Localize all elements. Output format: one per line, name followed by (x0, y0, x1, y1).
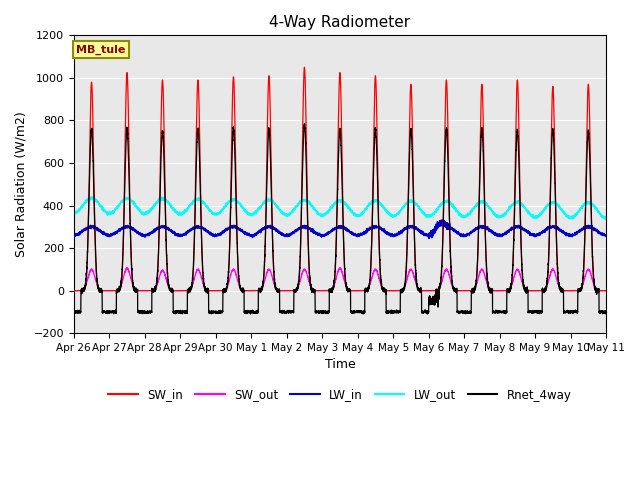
LW_out (602, 216, 609, 222)
SW_in (70, 288, 77, 294)
LW_out (89, 194, 97, 200)
Title: 4-Way Radiometer: 4-Way Radiometer (269, 15, 410, 30)
LW_out (602, 215, 610, 220)
LW_out (580, 201, 588, 207)
Y-axis label: Solar Radiation (W/m2): Solar Radiation (W/m2) (15, 111, 28, 257)
Rnet_4way (246, 311, 254, 317)
SW_in (459, 288, 467, 294)
LW_out (459, 214, 467, 219)
LW_in (70, 231, 77, 237)
Legend: SW_in, SW_out, LW_in, LW_out, Rnet_4way: SW_in, SW_out, LW_in, LW_out, Rnet_4way (104, 384, 576, 406)
LW_out (573, 212, 581, 217)
Rnet_4way (573, 309, 581, 314)
Rnet_4way (301, 121, 308, 127)
Line: LW_in: LW_in (74, 220, 606, 239)
Rnet_4way (474, 241, 482, 247)
Rnet_4way (602, 311, 610, 317)
Line: SW_out: SW_out (74, 268, 606, 291)
LW_in (459, 233, 467, 239)
SW_in (322, 288, 330, 294)
Rnet_4way (459, 309, 467, 314)
Rnet_4way (251, 309, 259, 315)
SW_out (602, 288, 610, 294)
Line: LW_out: LW_out (74, 197, 606, 219)
SW_out (459, 288, 467, 294)
Text: MB_tule: MB_tule (76, 44, 126, 55)
SW_in (602, 288, 610, 294)
LW_in (474, 224, 482, 229)
SW_in (573, 288, 581, 294)
LW_in (573, 230, 581, 236)
LW_out (70, 211, 77, 216)
Rnet_4way (70, 308, 77, 314)
SW_out (573, 288, 581, 294)
Rnet_4way (580, 262, 588, 267)
Rnet_4way (322, 309, 330, 314)
LW_out (322, 210, 330, 216)
SW_out (70, 288, 77, 294)
LW_in (602, 232, 610, 238)
LW_in (438, 217, 446, 223)
SW_in (580, 267, 588, 273)
Line: SW_in: SW_in (74, 67, 606, 291)
LW_in (425, 236, 433, 241)
SW_out (251, 288, 259, 294)
LW_in (580, 224, 588, 230)
LW_in (322, 231, 330, 237)
SW_out (580, 279, 588, 285)
SW_in (251, 288, 259, 294)
X-axis label: Time: Time (324, 359, 355, 372)
Line: Rnet_4way: Rnet_4way (74, 124, 606, 314)
LW_in (251, 233, 259, 239)
LW_out (474, 202, 482, 207)
SW_in (301, 64, 308, 70)
SW_out (322, 288, 330, 294)
SW_out (124, 265, 131, 271)
SW_in (474, 250, 482, 256)
LW_out (251, 210, 259, 216)
SW_out (474, 276, 482, 282)
